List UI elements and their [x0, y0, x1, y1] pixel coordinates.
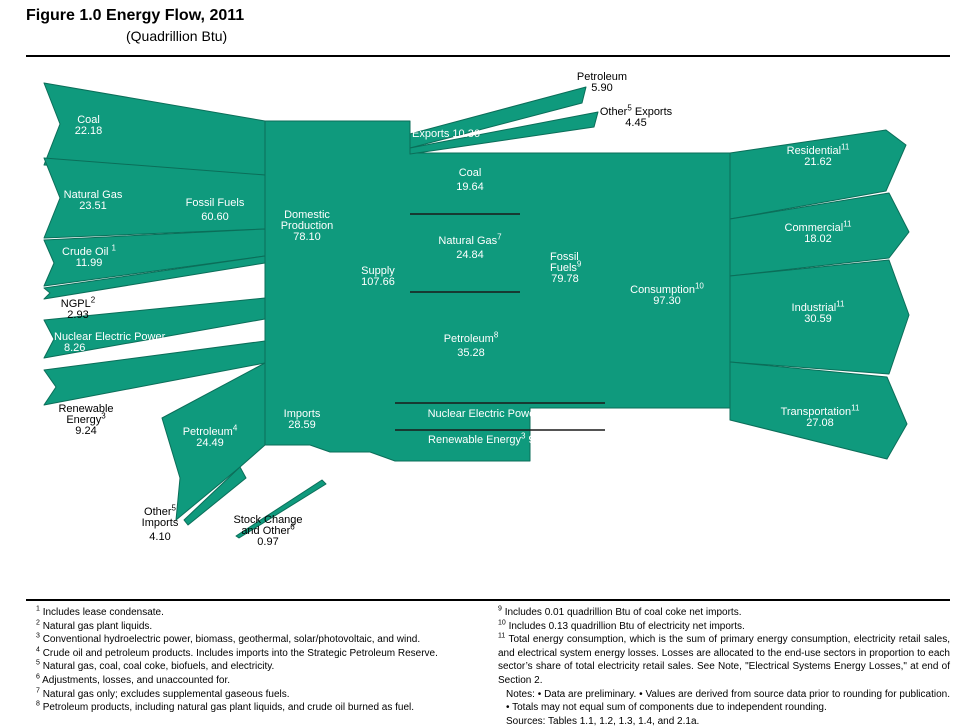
- footnote-number: 8: [36, 700, 40, 708]
- other-imports-label: Other5 Imports 4.10: [141, 503, 179, 543]
- footnote-item: 6 Adjustments, losses, and unaccounted f…: [36, 674, 486, 688]
- ngpl-inflow-arrow: [43, 255, 266, 300]
- nuclear-consumption-label: Nuclear Electric Power 8.26: [427, 408, 567, 420]
- industrial-outflow-arrow: [729, 259, 910, 375]
- footnote-number: 11: [498, 632, 506, 640]
- stock-change-label: Stock Change and Other6 0.97: [233, 514, 303, 548]
- ngpl-inflow-label: NGPL2 2.93: [60, 295, 96, 321]
- domestic-production-label: Domestic Production 78.10: [280, 209, 334, 243]
- footnote-rule: [26, 599, 950, 601]
- top-rule: [26, 55, 950, 57]
- flow-dividers: [395, 213, 605, 431]
- natural-gas-consumption-label: Natural Gas7 24.84: [438, 232, 502, 261]
- nuclear-inflow-arrow: [43, 297, 266, 359]
- footnote-item: 2 Natural gas plant liquids.: [36, 619, 486, 634]
- footnote-text: Includes 0.01 quadrillion Btu of coal co…: [504, 607, 742, 618]
- footnote-item: 1 Includes lease condensate.: [36, 606, 486, 620]
- crude-oil-inflow-arrow: [43, 228, 266, 287]
- footnote-text: Natural gas only; excludes supplemental …: [42, 688, 290, 700]
- renewable-inflow-arrow: [43, 340, 266, 406]
- footnote-text: Natural gas, coal, coal coke, biofuels, …: [42, 661, 275, 673]
- footnote-number: 7: [36, 687, 40, 695]
- footnote-item: 5 Natural gas, coal, coal coke, biofuels…: [36, 660, 486, 674]
- stock-change-arrow: [235, 479, 327, 539]
- other-imports-arrow: [183, 466, 247, 526]
- footnote-text: Natural gas plant liquids.: [42, 620, 153, 632]
- other-exports-arrow: [409, 111, 599, 155]
- footnote-text: Adjustments, losses, and unaccounted for…: [42, 674, 231, 686]
- footnote-item: 7 Natural gas only; excludes supplementa…: [36, 687, 486, 702]
- consumption-label: Consumption10 97.30: [630, 281, 704, 307]
- footnote-number: 2: [36, 619, 40, 627]
- footnote-item: Notes: • Data are preliminary. • Values …: [498, 688, 950, 715]
- footnote-text: Conventional hydroelectric power, biomas…: [42, 634, 421, 646]
- commercial-label: Commercial11 18.02: [784, 219, 852, 245]
- renewable-inflow-label: Renewable Energy3 9.24: [58, 403, 114, 437]
- petroleum-exports-arrow: [409, 86, 587, 149]
- figure-title: Figure 1.0 Energy Flow, 2011: [26, 7, 245, 24]
- residential-label: Residential11 21.62: [786, 142, 850, 168]
- petroleum-exports-label: Petroleum 5.90: [576, 71, 628, 94]
- footnote-number: 6: [36, 673, 40, 681]
- flow-shapes: [43, 82, 910, 539]
- transportation-label: Transportation11 27.08: [780, 403, 860, 429]
- footnote-number: 4: [36, 646, 40, 654]
- energy-flow-diagram: [43, 82, 910, 539]
- footnote-item: Sources: Tables 1.1, 1.2, 1.3, 1.4, and …: [498, 715, 950, 728]
- fossil-fuels-consumption-label: Fossil Fuels9 79.78: [550, 251, 582, 285]
- footnote-text: Includes 0.13 quadrillion Btu of electri…: [508, 620, 745, 632]
- crude-oil-inflow-label: Crude Oil 1 11.99: [62, 243, 116, 269]
- exports-label: Exports 10.36: [412, 128, 480, 140]
- transportation-outflow-arrow: [729, 361, 908, 460]
- footnote-text: Sources: Tables 1.1, 1.2, 1.3, 1.4, and …: [506, 715, 700, 727]
- footnotes-left: 1 Includes lease condensate. 2 Natural ga…: [36, 606, 486, 715]
- industrial-label: Industrial11 30.59: [791, 299, 845, 325]
- natural-gas-inflow-label: Natural Gas 23.51: [63, 189, 123, 212]
- footnote-item: 3 Conventional hydroelectric power, biom…: [36, 633, 486, 647]
- footnote-text: Notes: • Data are preliminary. • Values …: [506, 688, 950, 714]
- footnote-item: 8 Petroleum products, including natural …: [36, 701, 486, 715]
- imports-label: Imports 28.59: [283, 408, 321, 431]
- footnote-item: 4 Crude oil and petroleum products. Incl…: [36, 646, 486, 661]
- footnote-item: 11 Total energy consumption, which is th…: [498, 633, 950, 687]
- coal-consumption-label: Coal 19.64: [456, 167, 484, 193]
- footnotes-right: 9 Includes 0.01 quadrillion Btu of coal …: [498, 606, 950, 728]
- footnote-number: 1: [36, 605, 40, 613]
- footnote-number: 9: [498, 605, 502, 613]
- nuclear-inflow-label: Nuclear Electric Power 8.26: [54, 331, 166, 354]
- footnote-text: Includes lease condensate.: [42, 607, 164, 618]
- footnote-item: 9 Includes 0.01 quadrillion Btu of coal …: [498, 606, 950, 620]
- footnote-text: Total energy consumption, which is the s…: [498, 634, 950, 686]
- coal-inflow-label: Coal 22.18: [74, 114, 103, 137]
- residential-outflow-arrow: [729, 129, 907, 220]
- petroleum-consumption-label: Petroleum8 35.28: [443, 330, 499, 359]
- renewable-consumption-label: Renewable Energy3 9.14: [428, 431, 550, 446]
- footnote-number: 3: [36, 632, 40, 640]
- supply-label: Supply 107.66: [361, 265, 395, 288]
- footnote-text: Petroleum products, including natural ga…: [42, 702, 415, 714]
- other-exports-label: Other5 Exports 4.45: [599, 103, 673, 129]
- footnote-item: 10 Includes 0.13 quadrillion Btu of elec…: [498, 619, 950, 634]
- natural-gas-inflow-arrow: [43, 157, 266, 239]
- footnote-number: 5: [36, 660, 40, 668]
- petroleum-imports-label: Petroleum4 24.49: [182, 423, 238, 449]
- fossil-fuels-production-label: Fossil Fuels 60.60: [185, 197, 245, 223]
- footnote-text: Crude oil and petroleum products. Includ…: [42, 647, 438, 659]
- commercial-outflow-arrow: [729, 192, 910, 277]
- figure-subtitle: (Quadrillion Btu): [126, 28, 228, 44]
- footnote-number: 10: [498, 619, 506, 627]
